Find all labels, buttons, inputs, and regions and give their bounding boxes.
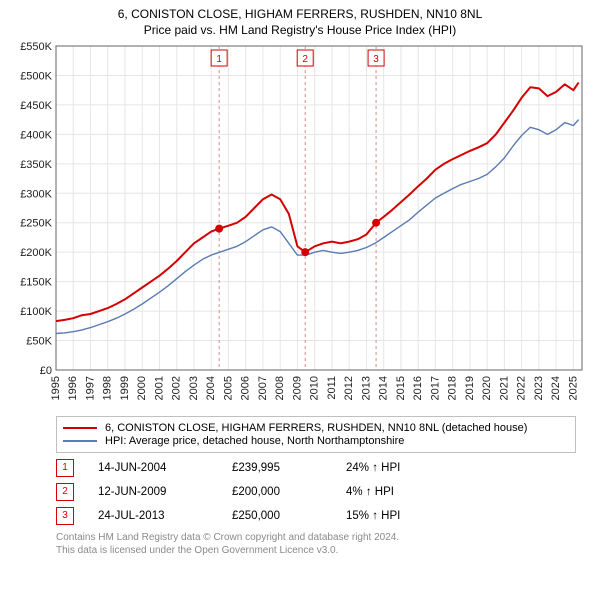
event-date: 12-JUN-2009 <box>98 486 208 498</box>
x-tick-label: 2014 <box>378 376 390 400</box>
x-tick-label: 2012 <box>343 376 355 400</box>
y-tick-label: £200K <box>20 248 52 260</box>
legend-swatch <box>63 427 97 429</box>
x-tick-label: 2008 <box>274 376 286 400</box>
x-tick-label: 1995 <box>50 376 62 400</box>
event-row-badge: 2 <box>56 483 74 501</box>
event-row: 1 14-JUN-2004 £239,995 24% ↑ HPI <box>56 459 576 477</box>
legend-swatch <box>63 440 97 442</box>
x-tick-label: 1998 <box>102 376 114 400</box>
y-tick-label: £0 <box>40 365 52 377</box>
event-badge-3: 3 <box>373 54 379 65</box>
x-tick-label: 2015 <box>395 376 407 400</box>
legend: 6, CONISTON CLOSE, HIGHAM FERRERS, RUSHD… <box>56 416 576 453</box>
x-tick-label: 2010 <box>309 376 321 400</box>
x-tick-label: 2007 <box>257 376 269 400</box>
x-tick-label: 2000 <box>136 376 148 400</box>
event-date: 14-JUN-2004 <box>98 462 208 474</box>
y-tick-label: £350K <box>20 159 52 171</box>
price-chart: £0 £50K £100K £150K £200K £250K £300K £350K £400… <box>10 40 590 410</box>
footer-attribution: Contains HM Land Registry data © Crown c… <box>56 531 576 557</box>
x-tick-label: 2018 <box>447 376 459 400</box>
x-tick-label: 2021 <box>498 376 510 400</box>
x-tick-label: 2001 <box>153 376 165 400</box>
y-tick-label: £50K <box>26 336 52 348</box>
event-row-badge: 3 <box>56 507 74 525</box>
y-tick-label: £400K <box>20 130 52 142</box>
legend-row: HPI: Average price, detached house, Nort… <box>63 435 569 447</box>
x-tick-label: 2019 <box>464 376 476 400</box>
legend-label: HPI: Average price, detached house, Nort… <box>105 435 404 447</box>
x-tick-label: 2003 <box>188 376 200 400</box>
event-price: £250,000 <box>232 510 322 522</box>
x-tick-label: 2024 <box>550 376 562 400</box>
event-row: 3 24-JUL-2013 £250,000 15% ↑ HPI <box>56 507 576 525</box>
footer-line-1: Contains HM Land Registry data © Crown c… <box>56 531 576 544</box>
x-tick-label: 2005 <box>222 376 234 400</box>
event-row: 2 12-JUN-2009 £200,000 4% ↑ HPI <box>56 483 576 501</box>
y-tick-label: £500K <box>20 71 52 83</box>
y-tick-label: £150K <box>20 277 52 289</box>
x-tick-label: 2011 <box>326 376 338 400</box>
title-line-2: Price paid vs. HM Land Registry's House … <box>10 22 590 38</box>
event-pct-vs-hpi: 24% ↑ HPI <box>346 462 466 474</box>
event-price: £200,000 <box>232 486 322 498</box>
y-tick-label: £550K <box>20 41 52 53</box>
x-tick-label: 2016 <box>412 376 424 400</box>
x-tick-label: 2023 <box>533 376 545 400</box>
x-tick-label: 1996 <box>67 376 79 400</box>
x-tick-label: 1999 <box>119 376 131 400</box>
x-tick-label: 2006 <box>240 376 252 400</box>
x-tick-label: 2004 <box>205 376 217 400</box>
event-row-badge: 1 <box>56 459 74 477</box>
x-tick-label: 2022 <box>516 376 528 400</box>
x-tick-label: 2002 <box>171 376 183 400</box>
title-line-1: 6, CONISTON CLOSE, HIGHAM FERRERS, RUSHD… <box>10 6 590 22</box>
event-pct-vs-hpi: 15% ↑ HPI <box>346 510 466 522</box>
x-tick-label: 2025 <box>567 376 579 400</box>
x-tick-label: 2009 <box>291 376 303 400</box>
event-pct-vs-hpi: 4% ↑ HPI <box>346 486 466 498</box>
event-badge-1: 1 <box>216 54 222 65</box>
event-table: 1 14-JUN-2004 £239,995 24% ↑ HPI 2 12-JUN-200… <box>56 459 576 525</box>
x-tick-label: 2020 <box>481 376 493 400</box>
footer-line-2: This data is licensed under the Open Gov… <box>56 544 576 557</box>
y-tick-label: £250K <box>20 218 52 230</box>
legend-row: 6, CONISTON CLOSE, HIGHAM FERRERS, RUSHD… <box>63 422 569 434</box>
event-badge-2: 2 <box>302 54 308 65</box>
legend-label: 6, CONISTON CLOSE, HIGHAM FERRERS, RUSHD… <box>105 422 527 434</box>
y-tick-label: £450K <box>20 100 52 112</box>
x-tick-label: 2013 <box>360 376 372 400</box>
event-price: £239,995 <box>232 462 322 474</box>
y-tick-label: £300K <box>20 189 52 201</box>
y-tick-label: £100K <box>20 306 52 318</box>
event-date: 24-JUL-2013 <box>98 510 208 522</box>
x-tick-label: 2017 <box>429 376 441 400</box>
x-tick-label: 1997 <box>84 376 96 400</box>
